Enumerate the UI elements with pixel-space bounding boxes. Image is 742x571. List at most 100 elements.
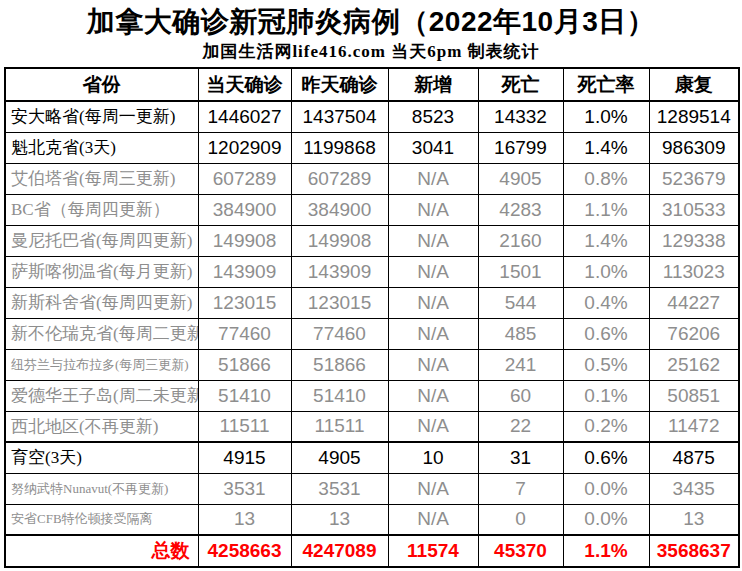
table-row: 纽芬兰与拉布拉多(每周三更新)5186651866N/A2410.5%25162 <box>5 349 739 380</box>
value-cell: N/A <box>388 194 478 225</box>
value-cell: 384900 <box>198 194 291 225</box>
value-cell: N/A <box>388 287 478 318</box>
value-cell: 51866 <box>291 349 388 380</box>
value-cell: 77460 <box>291 318 388 349</box>
table-row: 萨斯喀彻温省(每月更新)143909143909N/A15011.0%11302… <box>5 256 739 287</box>
value-cell: 0.2% <box>563 411 649 442</box>
table-header: 省份 当天确诊 昨天确诊 新增 死亡 死亡率 康复 <box>5 68 739 101</box>
page-subtitle: 加国生活网life416.com 当天6pm 制表统计 <box>0 40 742 64</box>
value-cell: 1289514 <box>649 101 739 132</box>
value-cell: 3531 <box>198 473 291 504</box>
value-cell: 1501 <box>478 256 563 287</box>
header-death-rate: 死亡率 <box>563 68 649 101</box>
table-row: 育空(3天)4915490510310.6%4875 <box>5 442 739 473</box>
province-cell: 新斯科舍省(每周四更新) <box>5 287 198 318</box>
table-row: 西北地区(不再更新)1151111511N/A220.2%11472 <box>5 411 739 442</box>
province-cell: 魁北克省(3天) <box>5 132 198 163</box>
table-row: 安大略省(每周一更新)144602714375048523143321.0%12… <box>5 101 739 132</box>
value-cell: 607289 <box>198 163 291 194</box>
value-cell: 0.4% <box>563 287 649 318</box>
value-cell: 44227 <box>649 287 739 318</box>
value-cell: N/A <box>388 256 478 287</box>
value-cell: 14332 <box>478 101 563 132</box>
value-cell: 986309 <box>649 132 739 163</box>
value-cell: N/A <box>388 349 478 380</box>
table-row: 魁北克省(3天)120290911998683041167991.4%98630… <box>5 132 739 163</box>
value-cell: 51410 <box>198 380 291 411</box>
province-cell: 曼尼托巴省(每周四更新) <box>5 225 198 256</box>
value-cell: 10 <box>388 442 478 473</box>
header-new-cases: 新增 <box>388 68 478 101</box>
value-cell: 11511 <box>198 411 291 442</box>
value-cell: 4905 <box>291 442 388 473</box>
value-cell: 384900 <box>291 194 388 225</box>
value-cell: 13 <box>291 504 388 535</box>
value-cell: 25162 <box>649 349 739 380</box>
value-cell: 0.6% <box>563 442 649 473</box>
table-row: 艾伯塔省(每周三更新)607289607289N/A49050.8%523679 <box>5 163 739 194</box>
value-cell: 51866 <box>198 349 291 380</box>
value-cell: 3435 <box>649 473 739 504</box>
value-cell: N/A <box>388 225 478 256</box>
value-cell: 1202909 <box>198 132 291 163</box>
province-cell: 爱德华王子岛(周二未更新) <box>5 380 198 411</box>
province-cell: 努纳武特Nunavut(不再更新) <box>5 473 198 504</box>
value-cell: 607289 <box>291 163 388 194</box>
value-cell: N/A <box>388 504 478 535</box>
value-cell: 11472 <box>649 411 739 442</box>
table-row: BC省（每周四更新）384900384900N/A42831.1%310533 <box>5 194 739 225</box>
value-cell: 11511 <box>291 411 388 442</box>
value-cell: 7 <box>478 473 563 504</box>
header-row: 省份 当天确诊 昨天确诊 新增 死亡 死亡率 康复 <box>5 68 739 101</box>
value-cell: 13 <box>198 504 291 535</box>
value-cell: 4283 <box>478 194 563 225</box>
value-cell: 1446027 <box>198 101 291 132</box>
value-cell: 143909 <box>198 256 291 287</box>
value-cell: 60 <box>478 380 563 411</box>
value-cell: 129338 <box>649 225 739 256</box>
value-cell: 31 <box>478 442 563 473</box>
header-today-confirmed: 当天确诊 <box>198 68 291 101</box>
table-row: 爱德华王子岛(周二未更新)5141051410N/A600.1%50851 <box>5 380 739 411</box>
table-body: 安大略省(每周一更新)144602714375048523143321.0%12… <box>5 101 739 535</box>
value-cell: 149908 <box>291 225 388 256</box>
table-row: 曼尼托巴省(每周四更新)149908149908N/A21601.4%12933… <box>5 225 739 256</box>
value-cell: 1.0% <box>563 256 649 287</box>
value-cell: 4915 <box>198 442 291 473</box>
totals-death-rate: 1.1% <box>563 535 649 567</box>
province-cell: 安大略省(每周一更新) <box>5 101 198 132</box>
value-cell: 523679 <box>649 163 739 194</box>
value-cell: 0 <box>478 504 563 535</box>
value-cell: 1437504 <box>291 101 388 132</box>
province-cell: 西北地区(不再更新) <box>5 411 198 442</box>
value-cell: N/A <box>388 318 478 349</box>
value-cell: 123015 <box>291 287 388 318</box>
province-cell: 安省CFB特伦顿接受隔离 <box>5 504 198 535</box>
table-row: 新斯科舍省(每周四更新)123015123015N/A5440.4%44227 <box>5 287 739 318</box>
value-cell: 4905 <box>478 163 563 194</box>
totals-row: 总数 4258663 4247089 11574 45370 1.1% 3568… <box>5 535 739 567</box>
value-cell: 77460 <box>198 318 291 349</box>
totals-today: 4258663 <box>198 535 291 567</box>
value-cell: 13 <box>649 504 739 535</box>
table-row: 新不伦瑞克省(每周二更新)7746077460N/A4850.6%76206 <box>5 318 739 349</box>
value-cell: 0.0% <box>563 504 649 535</box>
value-cell: 1.1% <box>563 194 649 225</box>
value-cell: 1.0% <box>563 101 649 132</box>
value-cell: 4875 <box>649 442 739 473</box>
value-cell: 22 <box>478 411 563 442</box>
value-cell: 1.4% <box>563 225 649 256</box>
value-cell: 113023 <box>649 256 739 287</box>
header-province: 省份 <box>5 68 198 101</box>
value-cell: 1199868 <box>291 132 388 163</box>
value-cell: 149908 <box>198 225 291 256</box>
province-cell: 育空(3天) <box>5 442 198 473</box>
covid-stats-table: 省份 当天确诊 昨天确诊 新增 死亡 死亡率 康复 安大略省(每周一更新)144… <box>4 67 740 568</box>
value-cell: 8523 <box>388 101 478 132</box>
header-deaths: 死亡 <box>478 68 563 101</box>
value-cell: 485 <box>478 318 563 349</box>
value-cell: 0.8% <box>563 163 649 194</box>
header-yesterday-confirmed: 昨天确诊 <box>291 68 388 101</box>
header-recovered: 康复 <box>649 68 739 101</box>
value-cell: 1.4% <box>563 132 649 163</box>
